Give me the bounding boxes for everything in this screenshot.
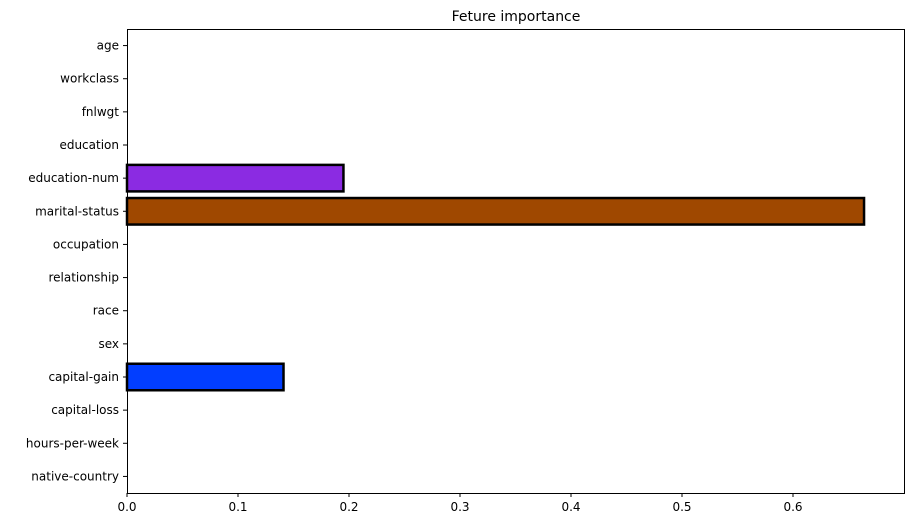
x-axis: 0.0 0.1 0.2 0.3 0.4 0.5 0.6 <box>117 493 803 514</box>
y-tick-label: native-country <box>31 469 119 483</box>
y-axis: age workclass fnlwgt education education-num… <box>26 39 127 483</box>
y-tick-label: sex <box>98 337 119 351</box>
y-tick-label: fnlwgt <box>82 105 120 119</box>
x-tick-label: 0.4 <box>561 500 580 514</box>
y-tick-label: occupation <box>53 237 119 251</box>
x-tick-label: 0.6 <box>783 500 802 514</box>
plot-frame <box>127 29 905 494</box>
y-tick-label: age <box>97 39 119 53</box>
y-tick-label: workclass <box>60 72 119 86</box>
y-tick-label: education <box>59 138 119 152</box>
y-tick-label: race <box>93 304 119 318</box>
y-tick-label: capital-gain <box>48 370 119 384</box>
y-tick-label: marital-status <box>35 204 119 218</box>
x-tick-label: 0.1 <box>228 500 247 514</box>
bar-education-num <box>125 163 345 193</box>
x-tick-label: 0.0 <box>117 500 136 514</box>
chart-title: Feture importance <box>452 9 581 25</box>
x-tick-label: 0.3 <box>450 500 469 514</box>
y-tick-label: relationship <box>48 271 119 285</box>
x-tick-label: 0.5 <box>672 500 691 514</box>
x-tick-label: 0.2 <box>339 500 358 514</box>
y-tick-label: capital-loss <box>51 403 119 417</box>
bar-marital-status <box>125 196 866 226</box>
bars-layer <box>125 163 866 392</box>
y-tick-label: hours-per-week <box>26 436 119 450</box>
y-tick-label: education-num <box>28 171 119 185</box>
bar-capital-gain <box>125 362 285 392</box>
